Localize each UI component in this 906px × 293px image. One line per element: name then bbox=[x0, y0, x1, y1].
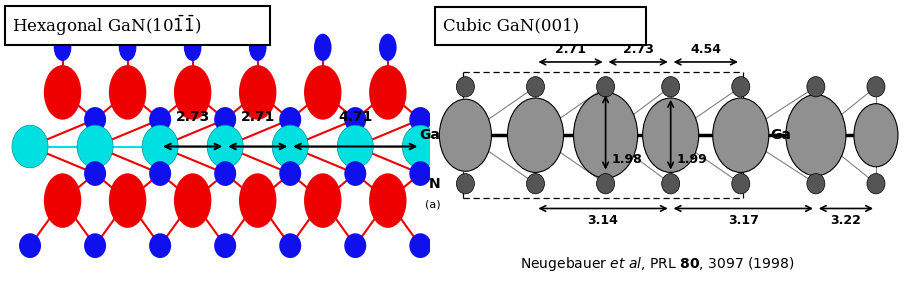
Circle shape bbox=[214, 233, 236, 258]
Text: 3.17: 3.17 bbox=[728, 214, 758, 227]
Text: Neugebauer $\it{et\ al}$, PRL $\mathbf{80}$, 3097 (1998): Neugebauer $\it{et\ al}$, PRL $\mathbf{8… bbox=[520, 255, 795, 273]
Ellipse shape bbox=[184, 34, 201, 61]
Ellipse shape bbox=[369, 173, 407, 228]
Circle shape bbox=[410, 233, 431, 258]
Ellipse shape bbox=[43, 65, 82, 120]
Ellipse shape bbox=[713, 98, 769, 172]
Circle shape bbox=[279, 107, 301, 132]
Circle shape bbox=[149, 233, 171, 258]
Circle shape bbox=[867, 77, 885, 97]
Circle shape bbox=[732, 173, 750, 194]
Ellipse shape bbox=[142, 125, 178, 168]
Text: Hexagonal GaN(10$\bar{1}\bar{1}$): Hexagonal GaN(10$\bar{1}\bar{1}$) bbox=[12, 14, 201, 38]
Circle shape bbox=[661, 173, 680, 194]
Circle shape bbox=[84, 107, 106, 132]
Ellipse shape bbox=[12, 125, 48, 168]
Text: 1.99: 1.99 bbox=[677, 153, 708, 166]
Text: 2.71: 2.71 bbox=[555, 43, 586, 56]
Ellipse shape bbox=[573, 92, 638, 178]
Circle shape bbox=[457, 173, 475, 194]
Circle shape bbox=[214, 161, 236, 186]
Ellipse shape bbox=[402, 125, 439, 168]
Ellipse shape bbox=[239, 173, 276, 228]
Ellipse shape bbox=[304, 65, 342, 120]
Circle shape bbox=[149, 161, 171, 186]
Circle shape bbox=[526, 77, 545, 97]
Bar bbox=[436, 7, 646, 45]
Ellipse shape bbox=[174, 65, 211, 120]
Text: Cubic GaN(001): Cubic GaN(001) bbox=[443, 17, 580, 34]
Text: 2.73: 2.73 bbox=[176, 110, 210, 124]
Circle shape bbox=[149, 107, 171, 132]
Text: Ga: Ga bbox=[419, 128, 440, 142]
Circle shape bbox=[457, 77, 475, 97]
Text: 2.71: 2.71 bbox=[240, 110, 275, 124]
Text: 4.71: 4.71 bbox=[338, 110, 372, 124]
Ellipse shape bbox=[53, 34, 72, 61]
Ellipse shape bbox=[207, 125, 243, 168]
Circle shape bbox=[596, 77, 614, 97]
Circle shape bbox=[410, 107, 431, 132]
Text: 4.54: 4.54 bbox=[690, 43, 721, 56]
Ellipse shape bbox=[642, 98, 699, 172]
Circle shape bbox=[867, 173, 885, 194]
Ellipse shape bbox=[119, 34, 137, 61]
Circle shape bbox=[344, 161, 366, 186]
Ellipse shape bbox=[109, 173, 146, 228]
Circle shape bbox=[732, 77, 750, 97]
Circle shape bbox=[84, 161, 106, 186]
Ellipse shape bbox=[439, 99, 491, 171]
Circle shape bbox=[661, 77, 680, 97]
Circle shape bbox=[410, 161, 431, 186]
Ellipse shape bbox=[314, 34, 332, 61]
Bar bbox=[5, 6, 270, 45]
Circle shape bbox=[214, 107, 236, 132]
Circle shape bbox=[279, 233, 301, 258]
Ellipse shape bbox=[369, 65, 407, 120]
Text: 1.98: 1.98 bbox=[612, 153, 642, 166]
Circle shape bbox=[807, 173, 824, 194]
Text: Ga: Ga bbox=[770, 128, 791, 142]
Circle shape bbox=[344, 233, 366, 258]
Ellipse shape bbox=[239, 65, 276, 120]
Ellipse shape bbox=[43, 173, 82, 228]
Text: 3.14: 3.14 bbox=[588, 214, 619, 227]
Circle shape bbox=[596, 173, 614, 194]
Ellipse shape bbox=[337, 125, 373, 168]
Ellipse shape bbox=[272, 125, 308, 168]
Ellipse shape bbox=[249, 34, 266, 61]
Text: 3.22: 3.22 bbox=[831, 214, 862, 227]
Circle shape bbox=[807, 77, 824, 97]
Ellipse shape bbox=[109, 65, 146, 120]
Ellipse shape bbox=[507, 98, 564, 172]
Text: N: N bbox=[429, 177, 440, 191]
Ellipse shape bbox=[77, 125, 113, 168]
Ellipse shape bbox=[304, 173, 342, 228]
Text: (a): (a) bbox=[425, 200, 440, 209]
Circle shape bbox=[344, 107, 366, 132]
Circle shape bbox=[19, 233, 41, 258]
Ellipse shape bbox=[786, 95, 846, 176]
Ellipse shape bbox=[854, 104, 898, 167]
Ellipse shape bbox=[379, 34, 397, 61]
Text: 2.73: 2.73 bbox=[622, 43, 653, 56]
Circle shape bbox=[84, 233, 106, 258]
Ellipse shape bbox=[174, 173, 211, 228]
Circle shape bbox=[279, 161, 301, 186]
Circle shape bbox=[526, 173, 545, 194]
